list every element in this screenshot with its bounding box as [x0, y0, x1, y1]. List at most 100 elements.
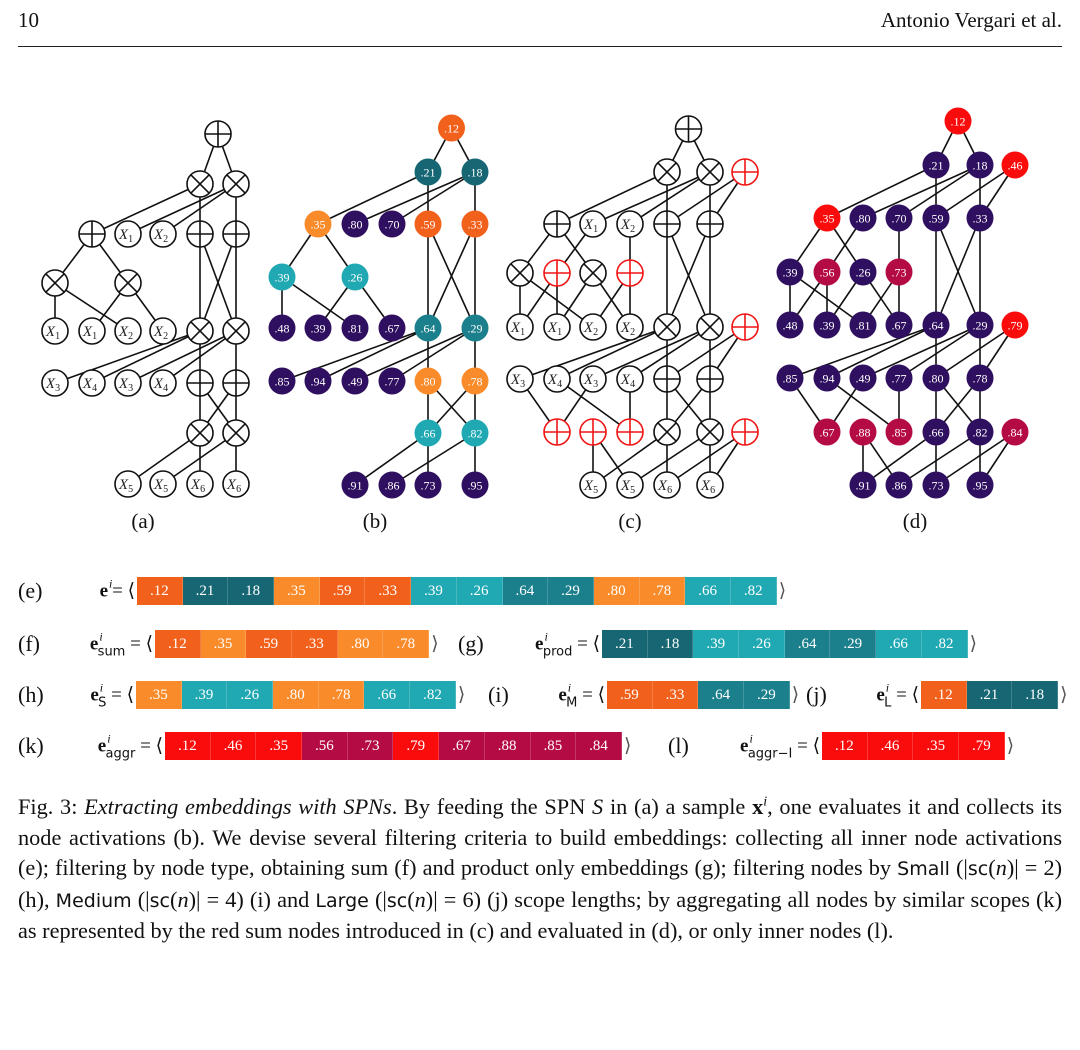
embedding-cell: .39	[181, 681, 228, 709]
embedding-cell: .26	[739, 630, 785, 658]
edge	[862, 164, 981, 219]
embedding-formula: eiL = ⟨	[876, 680, 919, 711]
activation-value: .39	[311, 322, 326, 336]
embedding-cell: .66	[876, 630, 922, 658]
product-node	[41, 269, 69, 297]
activation-value: .85	[783, 372, 798, 386]
product-node	[222, 170, 250, 198]
caption-segment: Small	[897, 858, 950, 881]
leaf-variable: X1	[583, 217, 598, 235]
activation-value: .85	[892, 426, 907, 440]
embedding-cell: .46	[210, 732, 257, 760]
product-node	[222, 317, 250, 345]
activation-value: .39	[783, 266, 798, 280]
sum-node	[186, 369, 214, 397]
activation-value: .66	[421, 427, 436, 441]
figure-caption: Fig. 3: Extracting embeddings with SPNs.…	[18, 792, 1062, 947]
leaf-variable: X5	[153, 477, 168, 495]
leaf-node: X6	[653, 471, 681, 499]
embedding-formula: eiaggr−I = ⟨	[740, 731, 820, 762]
panel-caption: (a)	[131, 509, 154, 533]
plus-icon	[223, 370, 249, 396]
activation-node: .66	[414, 419, 442, 447]
leaf-variable: X3	[118, 376, 133, 394]
leaf-node: X3	[41, 369, 69, 397]
leaf-node: X4	[78, 369, 106, 397]
activation-node: .21	[922, 151, 950, 179]
activation-node: .33	[461, 210, 489, 238]
embedding-cell: .78	[318, 681, 365, 709]
edge	[592, 171, 711, 225]
edge	[592, 326, 711, 380]
caption-segment: n	[177, 886, 189, 912]
edge	[391, 327, 476, 382]
leaf-node: X2	[616, 313, 644, 341]
leaf-node: X5	[114, 470, 142, 498]
embedding-cell: .18	[647, 630, 694, 658]
leaf-variable: X3	[583, 372, 598, 390]
leaf-node: X1	[543, 313, 571, 341]
leaf-variable: X2	[583, 320, 598, 338]
activation-value: .67	[892, 319, 907, 333]
activation-node: .26	[849, 258, 877, 286]
panel-c: X1 X2 X1 X1 X2 X2 X3 X4 X3 X4 X5 X5 X6 X6 (c)	[506, 115, 759, 533]
product-node	[696, 158, 724, 186]
activation-value: .35	[311, 218, 326, 232]
activation-value: .78	[468, 375, 483, 389]
leaf-variable: X5	[583, 478, 598, 496]
times-icon	[190, 321, 210, 341]
activation-value: .95	[468, 479, 483, 493]
embedding-cell: .33	[292, 630, 338, 658]
plus-icon	[544, 419, 570, 445]
caption-segment: x	[752, 794, 764, 819]
embedding-cell: .12	[165, 732, 211, 760]
edge	[354, 432, 429, 486]
activation-node: .84	[1001, 418, 1029, 446]
plus-icon	[617, 260, 643, 286]
embedding-cell: .39	[411, 577, 457, 605]
leaf-variable: X1	[118, 227, 133, 245]
embedding-cell: .56	[302, 732, 348, 760]
activation-value: .29	[468, 322, 483, 336]
edge	[556, 326, 668, 380]
caption-segment: sc	[386, 889, 408, 912]
activation-value: .12	[951, 115, 966, 129]
plus-icon	[79, 221, 105, 247]
activation-value: .70	[892, 212, 907, 226]
caption-segment: . By feeding the SPN	[391, 794, 593, 819]
activation-node: .82	[461, 419, 489, 447]
embedding-label: (j)	[806, 682, 827, 707]
embedding-formula: eiS = ⟨	[90, 680, 134, 711]
aggregation-sum-node	[543, 418, 571, 446]
caption-segment: n	[995, 855, 1007, 881]
leaf-node: X2	[579, 313, 607, 341]
activation-value: .64	[929, 319, 944, 333]
times-icon	[583, 263, 603, 283]
aggregation-sum-node	[616, 259, 644, 287]
leaf-variable: X2	[153, 227, 168, 245]
leaf-variable: X3	[510, 372, 525, 390]
activation-node: .85	[268, 367, 296, 395]
closing-bracket: ⟩	[1060, 684, 1068, 706]
embedding-cell: .26	[456, 577, 503, 605]
activation-value: .26	[856, 266, 871, 280]
activation-value: .59	[929, 212, 944, 226]
activation-node: .39	[776, 258, 804, 286]
edge	[935, 164, 1016, 219]
leaf-node: X5	[579, 471, 607, 499]
activation-value: .86	[385, 479, 400, 493]
aggregation-sum-node	[616, 418, 644, 446]
edge	[199, 233, 237, 332]
edge	[556, 378, 631, 433]
activation-node: .91	[849, 471, 877, 499]
activation-value: .70	[385, 218, 400, 232]
times-icon	[226, 423, 246, 443]
edge	[162, 183, 237, 235]
product-node	[186, 419, 214, 447]
activation-value: .35	[820, 212, 835, 226]
activation-value: .88	[856, 426, 871, 440]
embedding-cell: .29	[548, 577, 594, 605]
embedding-label: (l)	[668, 733, 689, 758]
activation-node: .64	[922, 311, 950, 339]
leaf-variable: X1	[547, 320, 562, 338]
